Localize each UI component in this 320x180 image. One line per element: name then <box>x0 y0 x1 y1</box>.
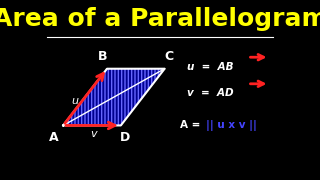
Text: v: v <box>90 129 96 139</box>
Text: u: u <box>71 96 78 106</box>
Text: u  =  AB: u = AB <box>187 62 233 72</box>
Polygon shape <box>63 69 164 125</box>
Text: v  =  AD: v = AD <box>187 88 233 98</box>
Text: || u x v ||: || u x v || <box>206 120 257 131</box>
Text: A =: A = <box>180 120 204 130</box>
Text: D: D <box>120 131 131 144</box>
Text: C: C <box>165 50 174 63</box>
Text: Area of a Parallelogram: Area of a Parallelogram <box>0 7 320 31</box>
Text: A: A <box>49 131 59 144</box>
Text: B: B <box>98 50 107 63</box>
